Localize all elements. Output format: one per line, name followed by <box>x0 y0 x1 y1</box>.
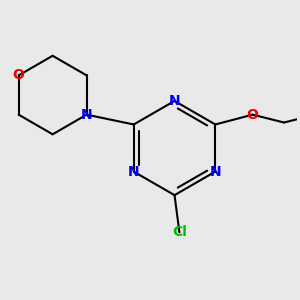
Text: O: O <box>247 108 259 122</box>
Text: N: N <box>128 165 140 178</box>
Text: Cl: Cl <box>172 225 187 239</box>
Text: O: O <box>13 68 25 83</box>
Text: N: N <box>169 94 180 108</box>
Text: N: N <box>209 165 221 178</box>
Text: N: N <box>81 108 92 122</box>
